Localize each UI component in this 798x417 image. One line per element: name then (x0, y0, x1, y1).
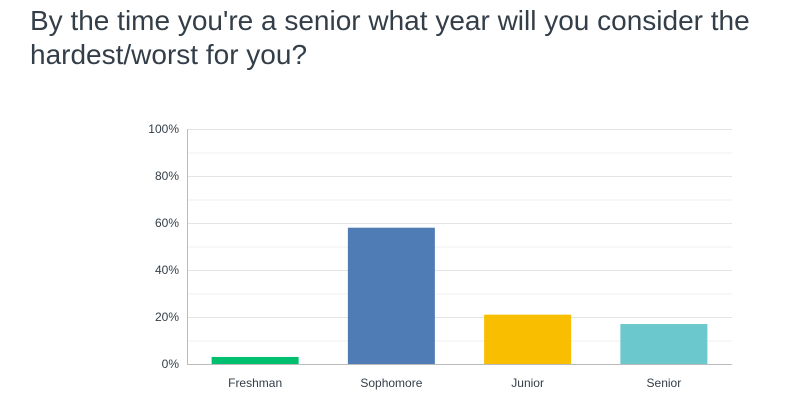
y-tick-label: 20% (155, 310, 179, 324)
y-axis-ticks: 0% 20% 40% 60% 80% 100% (148, 122, 179, 371)
y-tick-label: 40% (155, 263, 179, 277)
y-tick-label: 0% (162, 357, 180, 371)
x-category-label: Junior (511, 376, 544, 390)
bar-freshman[interactable] (211, 356, 299, 364)
bar-junior[interactable] (484, 314, 572, 364)
y-tick-label: 100% (148, 122, 179, 136)
axes (187, 129, 732, 365)
bar-senior[interactable] (620, 324, 708, 364)
question-title: By the time you're a senior what year wi… (30, 5, 750, 70)
bar-sophomore[interactable] (347, 227, 435, 364)
x-category-label: Freshman (228, 376, 282, 390)
x-axis-labels: Freshman Sophomore Junior Senior (228, 376, 681, 390)
gridlines (187, 129, 732, 342)
x-category-label: Senior (647, 376, 682, 390)
y-tick-label: 60% (155, 216, 179, 230)
x-category-label: Sophomore (360, 376, 422, 390)
y-tick-label: 80% (155, 169, 179, 183)
bars (211, 227, 708, 364)
